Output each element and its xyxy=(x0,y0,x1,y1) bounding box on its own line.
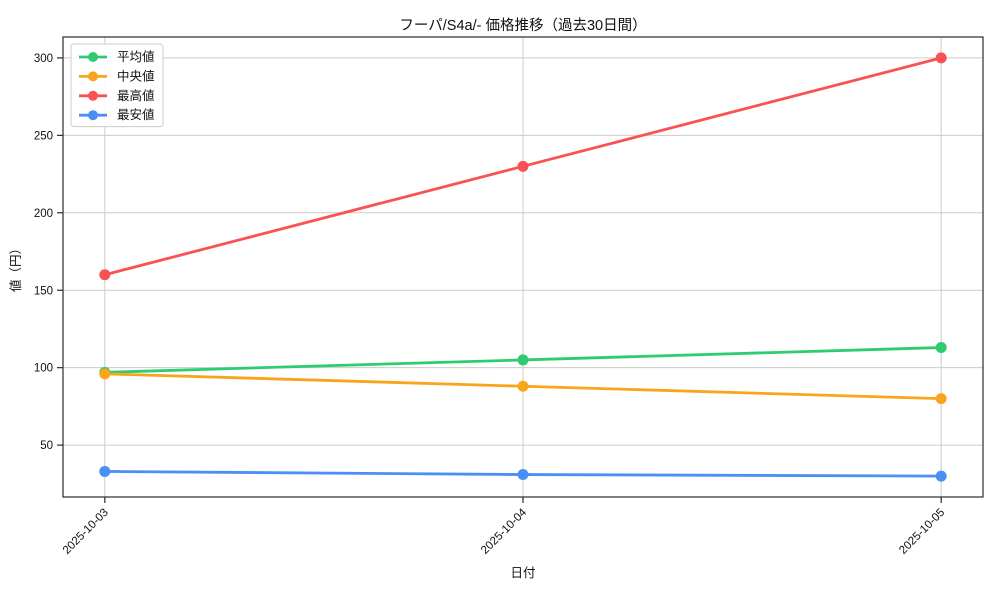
data-point-2-1 xyxy=(517,160,529,172)
legend-label: 最高値 xyxy=(117,88,155,103)
y-tick-label: 100 xyxy=(34,363,53,375)
data-point-2-0 xyxy=(99,269,111,281)
y-tick-label: 300 xyxy=(34,53,53,65)
legend-item: 平均値 xyxy=(79,49,155,64)
data-point-2-2 xyxy=(935,52,947,64)
x-tick-label: 2025-10-03 xyxy=(61,507,111,557)
legend-item: 最高値 xyxy=(79,88,155,103)
data-point-3-2 xyxy=(935,470,947,482)
legend-marker-dot xyxy=(88,52,98,62)
data-point-3-0 xyxy=(99,465,111,477)
legend-box xyxy=(70,43,164,128)
axis-layer: 50 100 150 200 250 300 2025-10-03 2025-10-04 202… xyxy=(34,36,984,557)
y-axis-label: 値（円） xyxy=(8,242,23,292)
x-tick-label: 2025-10-05 xyxy=(897,507,947,557)
data-point-0-1 xyxy=(517,354,529,366)
legend-marker-dot xyxy=(88,71,98,82)
y-tick-label: 200 xyxy=(34,208,53,220)
data-point-0-2 xyxy=(935,342,947,354)
legend-label: 平均値 xyxy=(117,49,155,64)
grid-layer xyxy=(63,37,983,497)
data-point-1-1 xyxy=(517,380,529,392)
legend-label: 中央値 xyxy=(117,68,155,83)
legend-marker-dot xyxy=(88,90,98,101)
legend-item: 最安値 xyxy=(79,107,155,122)
y-tick-label: 50 xyxy=(40,440,53,452)
y-tick-label: 150 xyxy=(34,285,53,297)
x-axis-label: 日付 xyxy=(510,566,535,580)
data-point-1-0 xyxy=(99,368,111,380)
chart-title: フーパ/S4a/- 価格推移（過去30日間） xyxy=(399,17,646,34)
x-tick-label: 2025-10-04 xyxy=(479,506,530,557)
legend-label: 最安値 xyxy=(117,107,155,122)
data-point-3-1 xyxy=(517,469,529,481)
legend-item: 中央値 xyxy=(79,68,155,83)
data-point-1-2 xyxy=(935,393,947,405)
legend-marker-dot xyxy=(88,110,98,121)
y-tick-label: 250 xyxy=(34,130,53,142)
series-layer xyxy=(99,52,947,482)
